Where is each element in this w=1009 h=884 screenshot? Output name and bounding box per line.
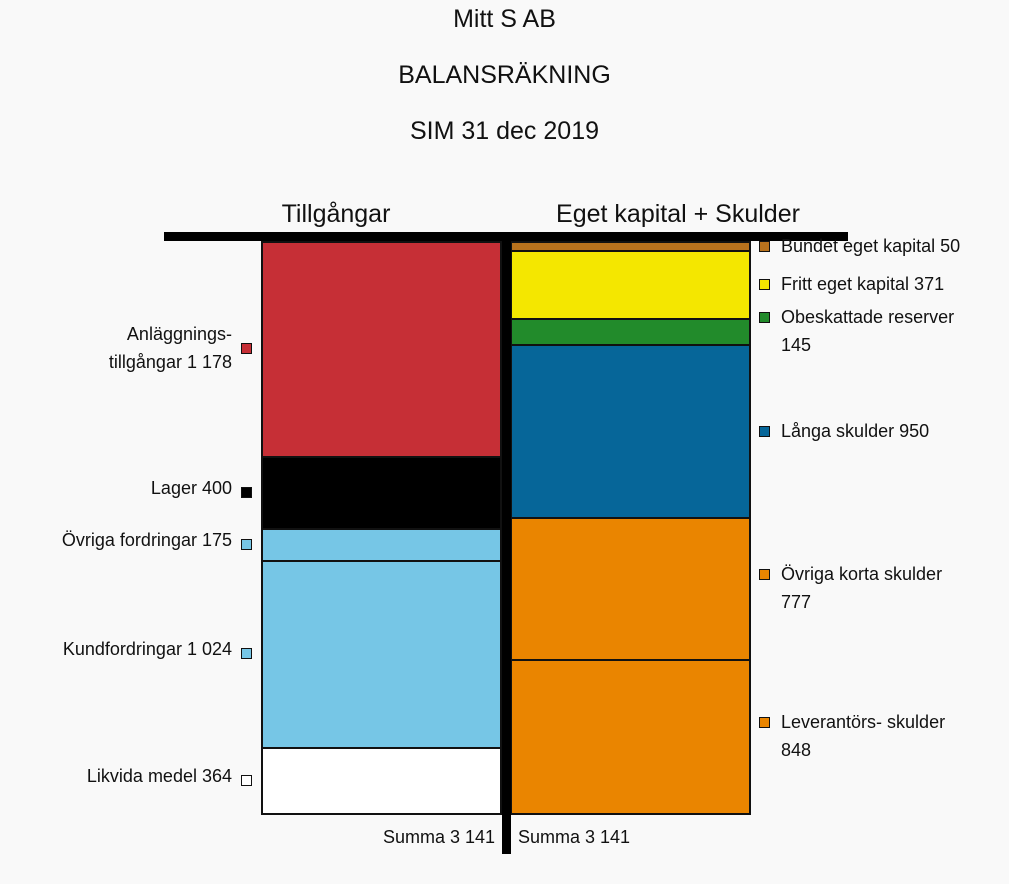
liability-swatch-5 (759, 716, 770, 728)
liability-label-4-line-0: Övriga korta skulder (781, 563, 943, 584)
company-title: Mitt S AB (453, 5, 556, 33)
asset-swatch-1 (241, 486, 252, 498)
asset-label-0-line-1: tillgångar 1 178 (108, 352, 232, 373)
liability-block-4 (510, 517, 751, 661)
liability-block-3 (510, 344, 751, 520)
asset-swatch-3 (241, 648, 252, 660)
asset-block-2 (261, 528, 502, 563)
liabilities-column-heading: Eget kapital + Skulder (556, 200, 800, 228)
asset-block-4 (261, 746, 502, 815)
liability-label-1: Fritt eget kapital 371 (781, 270, 1006, 298)
asset-swatch-0 (241, 343, 252, 355)
liability-label-2: Obeskattade reserver 145 (781, 303, 1006, 359)
liability-label-5-line-1: 848 (781, 739, 812, 760)
asset-label-2-line-0: Övriga fordringar 175 (61, 530, 232, 551)
report-date: SIM 31 dec 2019 (409, 117, 599, 145)
report-title: BALANSRÄKNING (398, 61, 611, 89)
center-divider-bar (502, 232, 511, 854)
liability-label-3: Långa skulder 950 (781, 417, 1006, 445)
asset-swatch-4 (241, 774, 252, 786)
liability-block-1 (510, 250, 751, 320)
asset-block-1 (261, 455, 502, 531)
asset-label-1-line-0: Lager 400 (150, 477, 232, 498)
liability-swatch-2 (759, 311, 770, 323)
liability-label-4-line-1: 777 (781, 591, 812, 612)
liability-label-5: Leverantörs- skulder 848 (781, 708, 1006, 764)
asset-label-3-line-0: Kundfordringar 1 024 (62, 639, 232, 660)
liability-label-2-line-0: Obeskattade reserver (781, 306, 955, 327)
asset-label-0-line-0: Anläggnings- (126, 324, 232, 345)
liability-swatch-1 (759, 278, 770, 290)
asset-swatch-2 (241, 539, 252, 551)
assets-column-heading: Tillgångar (281, 200, 391, 228)
liability-label-2-line-1: 145 (781, 334, 812, 355)
liability-swatch-3 (759, 425, 770, 437)
liability-label-4: Övriga korta skulder 777 (781, 560, 1006, 616)
liability-label-3-line-0: Långa skulder 950 (781, 420, 930, 441)
liabilities-total: Summa 3 141 (518, 827, 631, 847)
asset-label-4-line-0: Likvida medel 364 (86, 765, 232, 786)
asset-label-0: Anläggnings-tillgångar 1 178 (4, 320, 232, 376)
liability-label-1-line-0: Fritt eget kapital 371 (781, 273, 945, 294)
asset-label-1: Lager 400 (4, 474, 232, 502)
asset-block-0 (261, 241, 502, 458)
liability-swatch-0 (759, 240, 770, 252)
assets-total: Summa 3 141 (382, 827, 495, 847)
asset-block-3 (261, 560, 502, 749)
liability-block-5 (510, 658, 751, 815)
liability-swatch-4 (759, 568, 770, 580)
liability-label-0-line-0: Bundet eget kapital 50 (781, 235, 961, 256)
liability-block-2 (510, 317, 751, 347)
asset-label-2: Övriga fordringar 175 (4, 526, 232, 554)
liability-label-0: Bundet eget kapital 50 (781, 232, 1006, 260)
asset-label-3: Kundfordringar 1 024 (4, 635, 232, 663)
liability-label-5-line-0: Leverantörs- skulder (781, 711, 946, 732)
asset-label-4: Likvida medel 364 (4, 762, 232, 790)
